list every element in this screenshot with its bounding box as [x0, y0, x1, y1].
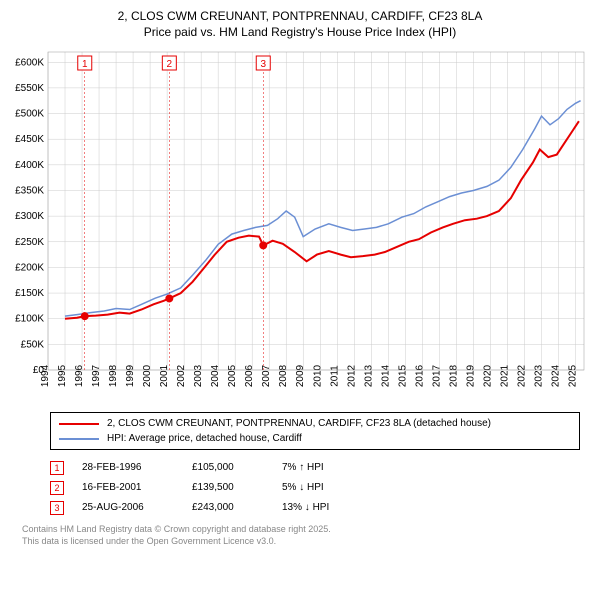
title-line-1: 2, CLOS CWM CREUNANT, PONTPRENNAU, CARDI… — [10, 8, 590, 24]
sale-pct-2: 5% ↓ HPI — [282, 478, 382, 498]
footer: Contains HM Land Registry data © Crown c… — [22, 524, 580, 547]
sales-row-3: 3 25-AUG-2006 £243,000 13% ↓ HPI — [50, 498, 580, 518]
svg-text:£300K: £300K — [15, 212, 44, 223]
svg-text:1995: 1995 — [57, 365, 68, 388]
svg-text:2023: 2023 — [533, 365, 544, 388]
legend-swatch-red — [59, 423, 99, 425]
sales-row-1: 1 28-FEB-1996 £105,000 7% ↑ HPI — [50, 458, 580, 478]
footer-line-2: This data is licensed under the Open Gov… — [22, 536, 580, 548]
svg-text:1996: 1996 — [74, 365, 85, 388]
svg-text:2007: 2007 — [261, 365, 272, 388]
svg-text:2012: 2012 — [346, 365, 357, 388]
svg-text:2020: 2020 — [482, 365, 493, 388]
sale-pct-1: 7% ↑ HPI — [282, 458, 382, 478]
svg-text:£500K: £500K — [15, 109, 44, 120]
sale-price-1: £105,000 — [192, 458, 282, 478]
svg-text:1999: 1999 — [125, 365, 136, 388]
svg-text:2008: 2008 — [278, 365, 289, 388]
sale-date-2: 16-FEB-2001 — [82, 478, 192, 498]
title-line-2: Price paid vs. HM Land Registry's House … — [10, 24, 590, 40]
svg-text:2004: 2004 — [210, 365, 221, 388]
svg-text:£450K: £450K — [15, 135, 44, 146]
svg-text:2025: 2025 — [567, 365, 578, 388]
sale-marker-1: 1 — [50, 461, 64, 475]
legend: 2, CLOS CWM CREUNANT, PONTPRENNAU, CARDI… — [50, 412, 580, 450]
sale-pct-3: 13% ↓ HPI — [282, 498, 382, 518]
legend-label-1: 2, CLOS CWM CREUNANT, PONTPRENNAU, CARDI… — [107, 416, 491, 431]
legend-swatch-blue — [59, 438, 99, 440]
svg-text:£600K: £600K — [15, 58, 44, 69]
svg-text:1998: 1998 — [108, 365, 119, 388]
sale-price-2: £139,500 — [192, 478, 282, 498]
svg-text:2014: 2014 — [380, 365, 391, 388]
svg-text:2005: 2005 — [227, 365, 238, 388]
svg-text:2009: 2009 — [295, 365, 306, 388]
svg-text:£250K: £250K — [15, 237, 44, 248]
svg-text:1994: 1994 — [40, 365, 51, 388]
sales-row-2: 2 16-FEB-2001 £139,500 5% ↓ HPI — [50, 478, 580, 498]
svg-text:2010: 2010 — [312, 365, 323, 388]
svg-text:1997: 1997 — [91, 365, 102, 388]
svg-text:2000: 2000 — [142, 365, 153, 388]
svg-text:2006: 2006 — [244, 365, 255, 388]
sale-date-1: 28-FEB-1996 — [82, 458, 192, 478]
chart-plot: £0£50K£100K£150K£200K£250K£300K£350K£400… — [10, 46, 590, 406]
svg-text:2018: 2018 — [448, 365, 459, 388]
svg-text:2016: 2016 — [414, 365, 425, 388]
svg-text:2022: 2022 — [516, 365, 527, 388]
sales-table: 1 28-FEB-1996 £105,000 7% ↑ HPI 2 16-FEB… — [50, 458, 580, 518]
svg-text:2017: 2017 — [431, 365, 442, 388]
legend-label-2: HPI: Average price, detached house, Card… — [107, 431, 302, 446]
legend-item-1: 2, CLOS CWM CREUNANT, PONTPRENNAU, CARDI… — [59, 416, 571, 431]
svg-text:£400K: £400K — [15, 160, 44, 171]
sale-marker-3: 3 — [50, 501, 64, 515]
svg-text:2015: 2015 — [397, 365, 408, 388]
svg-text:£150K: £150K — [15, 288, 44, 299]
chart-svg: £0£50K£100K£150K£200K£250K£300K£350K£400… — [10, 46, 590, 406]
legend-item-2: HPI: Average price, detached house, Card… — [59, 431, 571, 446]
svg-text:1: 1 — [82, 59, 88, 70]
svg-text:£50K: £50K — [21, 340, 45, 351]
svg-text:2003: 2003 — [193, 365, 204, 388]
svg-text:2002: 2002 — [176, 365, 187, 388]
footer-line-1: Contains HM Land Registry data © Crown c… — [22, 524, 580, 536]
chart-container: 2, CLOS CWM CREUNANT, PONTPRENNAU, CARDI… — [0, 0, 600, 556]
title-block: 2, CLOS CWM CREUNANT, PONTPRENNAU, CARDI… — [10, 8, 590, 40]
svg-text:2021: 2021 — [499, 365, 510, 388]
sale-marker-2: 2 — [50, 481, 64, 495]
sale-price-3: £243,000 — [192, 498, 282, 518]
svg-text:2024: 2024 — [550, 365, 561, 388]
svg-text:£550K: £550K — [15, 83, 44, 94]
svg-text:£200K: £200K — [15, 263, 44, 274]
svg-text:£100K: £100K — [15, 314, 44, 325]
svg-text:£350K: £350K — [15, 186, 44, 197]
svg-text:2019: 2019 — [465, 365, 476, 388]
svg-text:3: 3 — [260, 59, 266, 70]
svg-text:2001: 2001 — [159, 365, 170, 388]
sale-date-3: 25-AUG-2006 — [82, 498, 192, 518]
svg-text:2013: 2013 — [363, 365, 374, 388]
svg-text:2011: 2011 — [329, 365, 340, 387]
svg-text:2: 2 — [167, 59, 173, 70]
